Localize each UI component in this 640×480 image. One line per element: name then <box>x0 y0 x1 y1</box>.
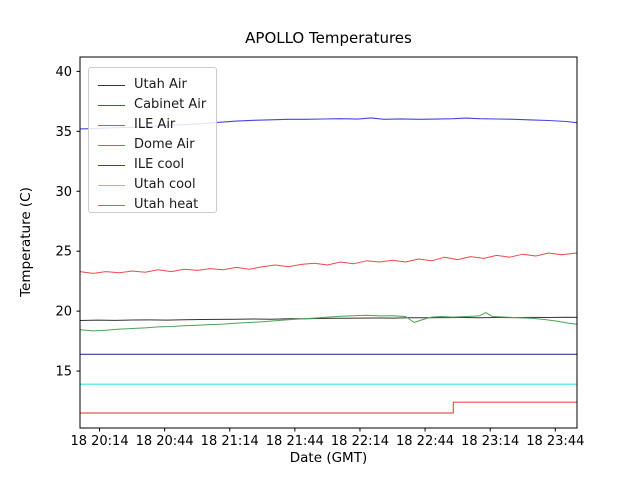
legend-label: Utah heat <box>134 197 199 212</box>
y-axis-label: Temperature (C) <box>18 187 34 297</box>
legend-line-swatch <box>98 204 125 206</box>
legend-item-cabinet-air: Cabinet Air <box>98 95 206 115</box>
series-line-ile-air <box>79 252 578 274</box>
y-tick-label: 20 <box>55 305 72 320</box>
x-tick-label: 18 23:14 <box>461 434 519 449</box>
legend-item-ile-air: ILE Air <box>98 115 206 135</box>
legend-item-utah-cool: Utah cool <box>98 175 206 195</box>
legend-line-swatch <box>98 104 125 106</box>
legend-label: Utah cool <box>134 177 196 192</box>
legend-line-swatch <box>98 144 125 146</box>
x-tick-label: 18 21:44 <box>266 434 324 449</box>
x-axis-label: Date (GMT) <box>289 450 368 466</box>
legend-label: Dome Air <box>134 137 195 152</box>
series-line-utah-air <box>79 316 578 321</box>
plot-spines <box>79 56 578 429</box>
legend-item-dome-air: Dome Air <box>98 135 206 155</box>
x-tick-label: 18 23:44 <box>526 434 584 449</box>
legend-line-swatch <box>98 124 125 126</box>
legend-line-swatch <box>98 164 125 166</box>
series-line-utah-heat <box>80 401 577 414</box>
y-tick-label: 40 <box>55 65 72 80</box>
x-tick-label: 18 20:44 <box>136 434 194 449</box>
legend-line-swatch <box>98 184 125 186</box>
legend-item-utah-air: Utah Air <box>98 75 206 95</box>
x-tick-label: 18 20:14 <box>70 434 128 449</box>
legend-item-ile-cool: ILE cool <box>98 155 206 175</box>
y-tick-label: 25 <box>55 245 72 260</box>
legend-label: ILE Air <box>134 117 176 132</box>
legend: Utah Air Cabinet Air ILE Air Dome Air ILE co… <box>88 67 218 215</box>
x-tick-label: 18 22:14 <box>331 434 389 449</box>
chart-title: APOLLO Temperatures <box>245 29 412 47</box>
legend-item-utah-heat: Utah heat <box>98 195 206 215</box>
y-tick-label: 30 <box>55 185 72 200</box>
legend-line-swatch <box>98 84 125 86</box>
y-tick-label: 35 <box>55 125 72 140</box>
x-tick-label: 18 22:44 <box>396 434 454 449</box>
legend-label: Cabinet Air <box>134 97 207 112</box>
legend-label: Utah Air <box>134 77 187 92</box>
legend-label: ILE cool <box>134 157 185 172</box>
x-tick-label: 18 21:14 <box>201 434 259 449</box>
y-tick-label: 15 <box>55 365 72 380</box>
series-line-dome-air <box>79 312 578 332</box>
